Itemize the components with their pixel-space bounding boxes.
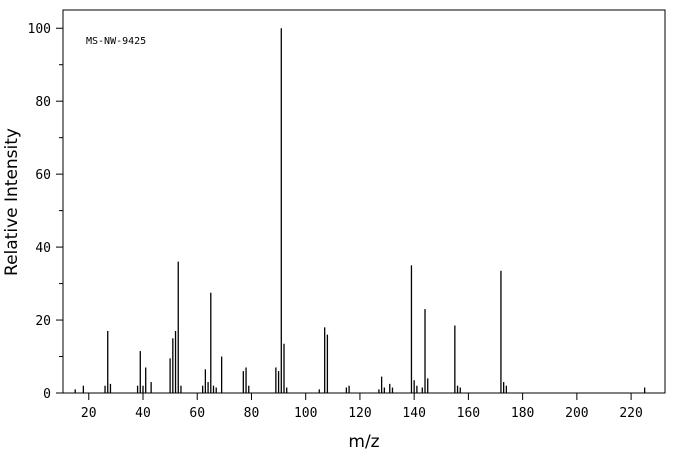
y-tick-label: 100 [28,22,51,37]
x-tick-label: 80 [244,406,260,421]
x-tick-label: 200 [565,406,588,421]
y-tick-label: 0 [43,387,51,402]
x-tick-label: 60 [189,406,205,421]
y-tick-label: 80 [35,95,51,110]
y-axis-label: Relative Intensity [2,128,22,276]
y-tick-label: 20 [35,314,51,329]
x-tick-label: 180 [511,406,534,421]
annotation: MS-NW-9425 [86,36,146,47]
plot-frame [62,9,666,394]
x-tick-label: 40 [135,406,151,421]
y-tick-label: 40 [35,241,51,256]
x-tick-label: 160 [457,406,480,421]
x-tick-label: 100 [294,406,317,421]
x-tick-label: 120 [348,406,371,421]
x-tick-label: 20 [81,406,97,421]
x-tick-label: 220 [619,406,642,421]
x-axis-label: m/z [348,432,379,452]
y-tick-label: 60 [35,168,51,183]
x-tick-label: 140 [402,406,425,421]
